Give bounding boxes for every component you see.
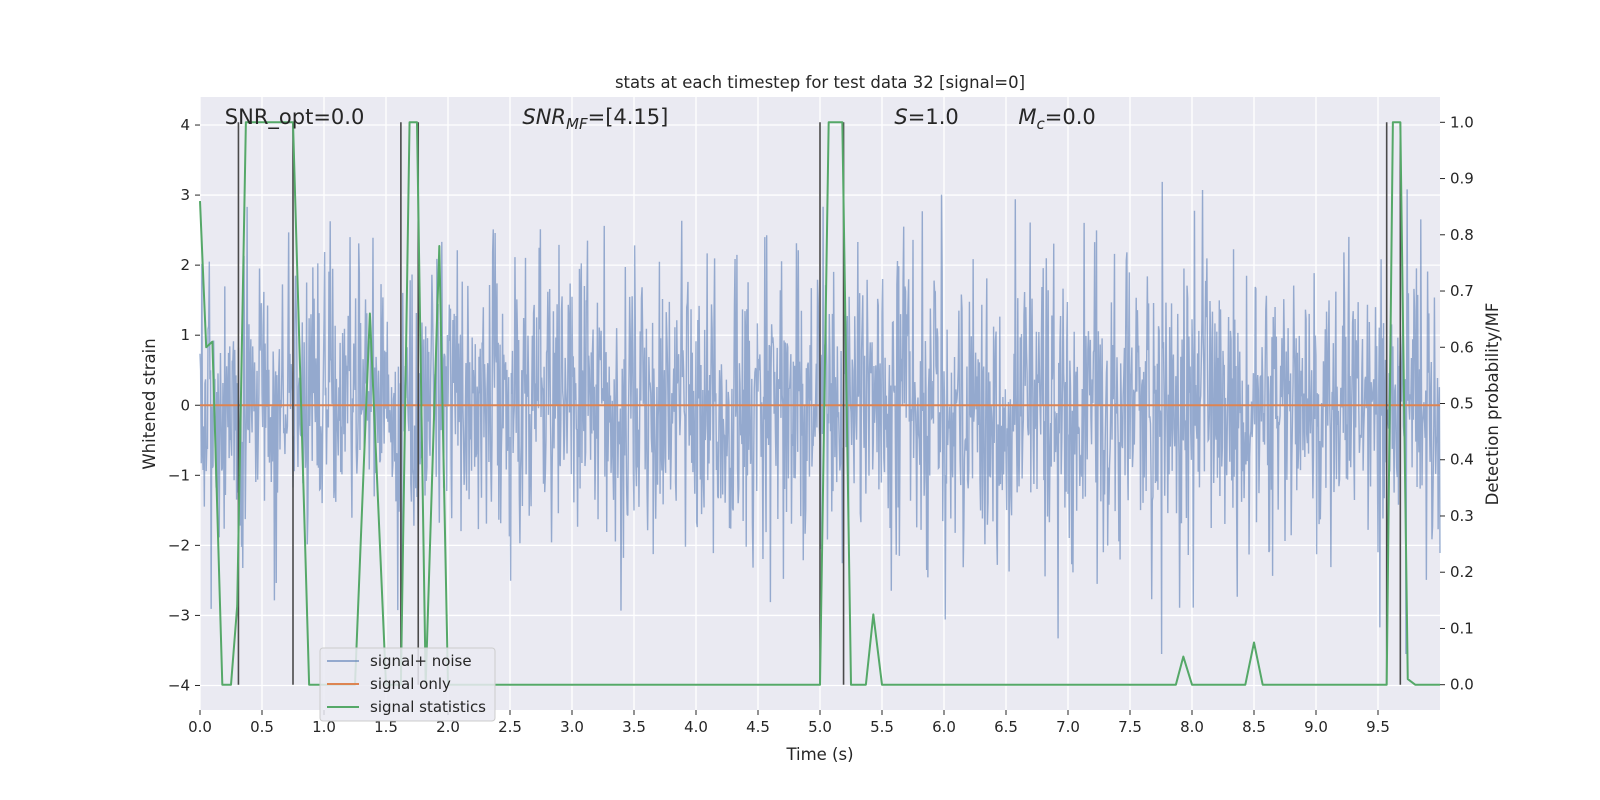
y-right-tick-label-8: 0.8 (1450, 226, 1474, 244)
x-tick-label-16: 8.0 (1180, 718, 1204, 736)
annotations: SNR_opt=0.0 SNRMF=[4.15] S=1.0 Mc=0.0 (225, 105, 1096, 133)
x-tick-label-1: 0.5 (250, 718, 274, 736)
y-right-tick-label-5: 0.5 (1450, 395, 1474, 413)
y-tick-label-5: 1 (180, 326, 190, 344)
annotation-snr-mf: SNRMF=[4.15] (522, 105, 668, 133)
x-tick-label-3: 1.5 (374, 718, 398, 736)
y-tick-label-4: 0 (180, 396, 190, 414)
x-tick-label-18: 9.0 (1304, 718, 1328, 736)
y-tick-label-3: −1 (168, 466, 190, 484)
chart-title: stats at each timestep for test data 32 … (615, 73, 1025, 92)
y-axis-label: Whitened strain (140, 338, 159, 469)
annotation-s: S=1.0 (894, 105, 958, 129)
y-tick-label-1: −3 (168, 606, 190, 624)
y-right-tick-label-10: 1.0 (1450, 113, 1474, 131)
x-tick-label-0: 0.0 (188, 718, 212, 736)
x-tick-label-11: 5.5 (870, 718, 894, 736)
legend-label-signal-noise: signal+ noise (370, 652, 472, 670)
x-tick-label-9: 4.5 (746, 718, 770, 736)
legend: signal+ noise signal only signal statist… (319, 647, 496, 722)
x-tick-label-8: 4.0 (684, 718, 708, 736)
y-right-tick-label-1: 0.1 (1450, 619, 1474, 637)
x-tick-label-15: 7.5 (1118, 718, 1142, 736)
y-tick-label-0: −4 (168, 676, 190, 694)
x-tick-label-12: 6.0 (932, 718, 956, 736)
annotation-snr-opt: SNR_opt=0.0 (225, 105, 365, 130)
y-tick-label-2: −2 (168, 536, 190, 554)
legend-label-signal-only: signal only (370, 675, 451, 693)
y-right-tick-label-9: 0.9 (1450, 170, 1474, 188)
series-signal-statistics (199, 121, 1440, 686)
x-tick-label-13: 6.5 (994, 718, 1018, 736)
y-right-tick-label-0: 0.0 (1450, 676, 1474, 694)
x-axis-ticks: 0.0 0.5 1.0 1.5 2.0 2.5 3.0 3.5 4.0 4.5 5.0 5.5 6.0 6… (188, 710, 1390, 736)
x-tick-label-5: 2.5 (498, 718, 522, 736)
x-tick-label-7: 3.5 (622, 718, 646, 736)
x-tick-label-4: 2.0 (436, 718, 460, 736)
x-tick-label-19: 9.5 (1366, 718, 1390, 736)
legend-label-signal-statistics: signal statistics (370, 698, 486, 716)
x-tick-label-10: 5.0 (808, 718, 832, 736)
y-right-tick-label-4: 0.4 (1450, 451, 1474, 469)
x-axis-label: Time (s) (785, 745, 853, 764)
y-right-axis-ticks: 0.0 0.1 0.2 0.3 0.4 0.5 0.6 0.7 0.8 0.9 1.0 (1440, 113, 1474, 694)
signal-statistics-line (199, 121, 1440, 686)
y-tick-label-8: 4 (180, 116, 190, 134)
y-tick-label-7: 3 (180, 186, 190, 204)
annotation-mc: Mc=0.0 (1018, 105, 1095, 133)
x-tick-label-6: 3.0 (560, 718, 584, 736)
y-right-tick-label-2: 0.2 (1450, 563, 1474, 581)
y-right-axis-label: Detection probability/MF (1483, 303, 1502, 506)
y-right-tick-label-3: 0.3 (1450, 507, 1474, 525)
y-right-tick-label-7: 0.7 (1450, 282, 1474, 300)
x-tick-label-17: 8.5 (1242, 718, 1266, 736)
y-right-tick-label-6: 0.6 (1450, 338, 1474, 356)
x-tick-label-14: 7.0 (1056, 718, 1080, 736)
y-axis-ticks: −4 −3 −2 −1 0 1 2 3 4 (168, 116, 200, 694)
y-tick-label-6: 2 (180, 256, 190, 274)
legend-box (319, 647, 496, 722)
x-tick-label-2: 1.0 (312, 718, 336, 736)
